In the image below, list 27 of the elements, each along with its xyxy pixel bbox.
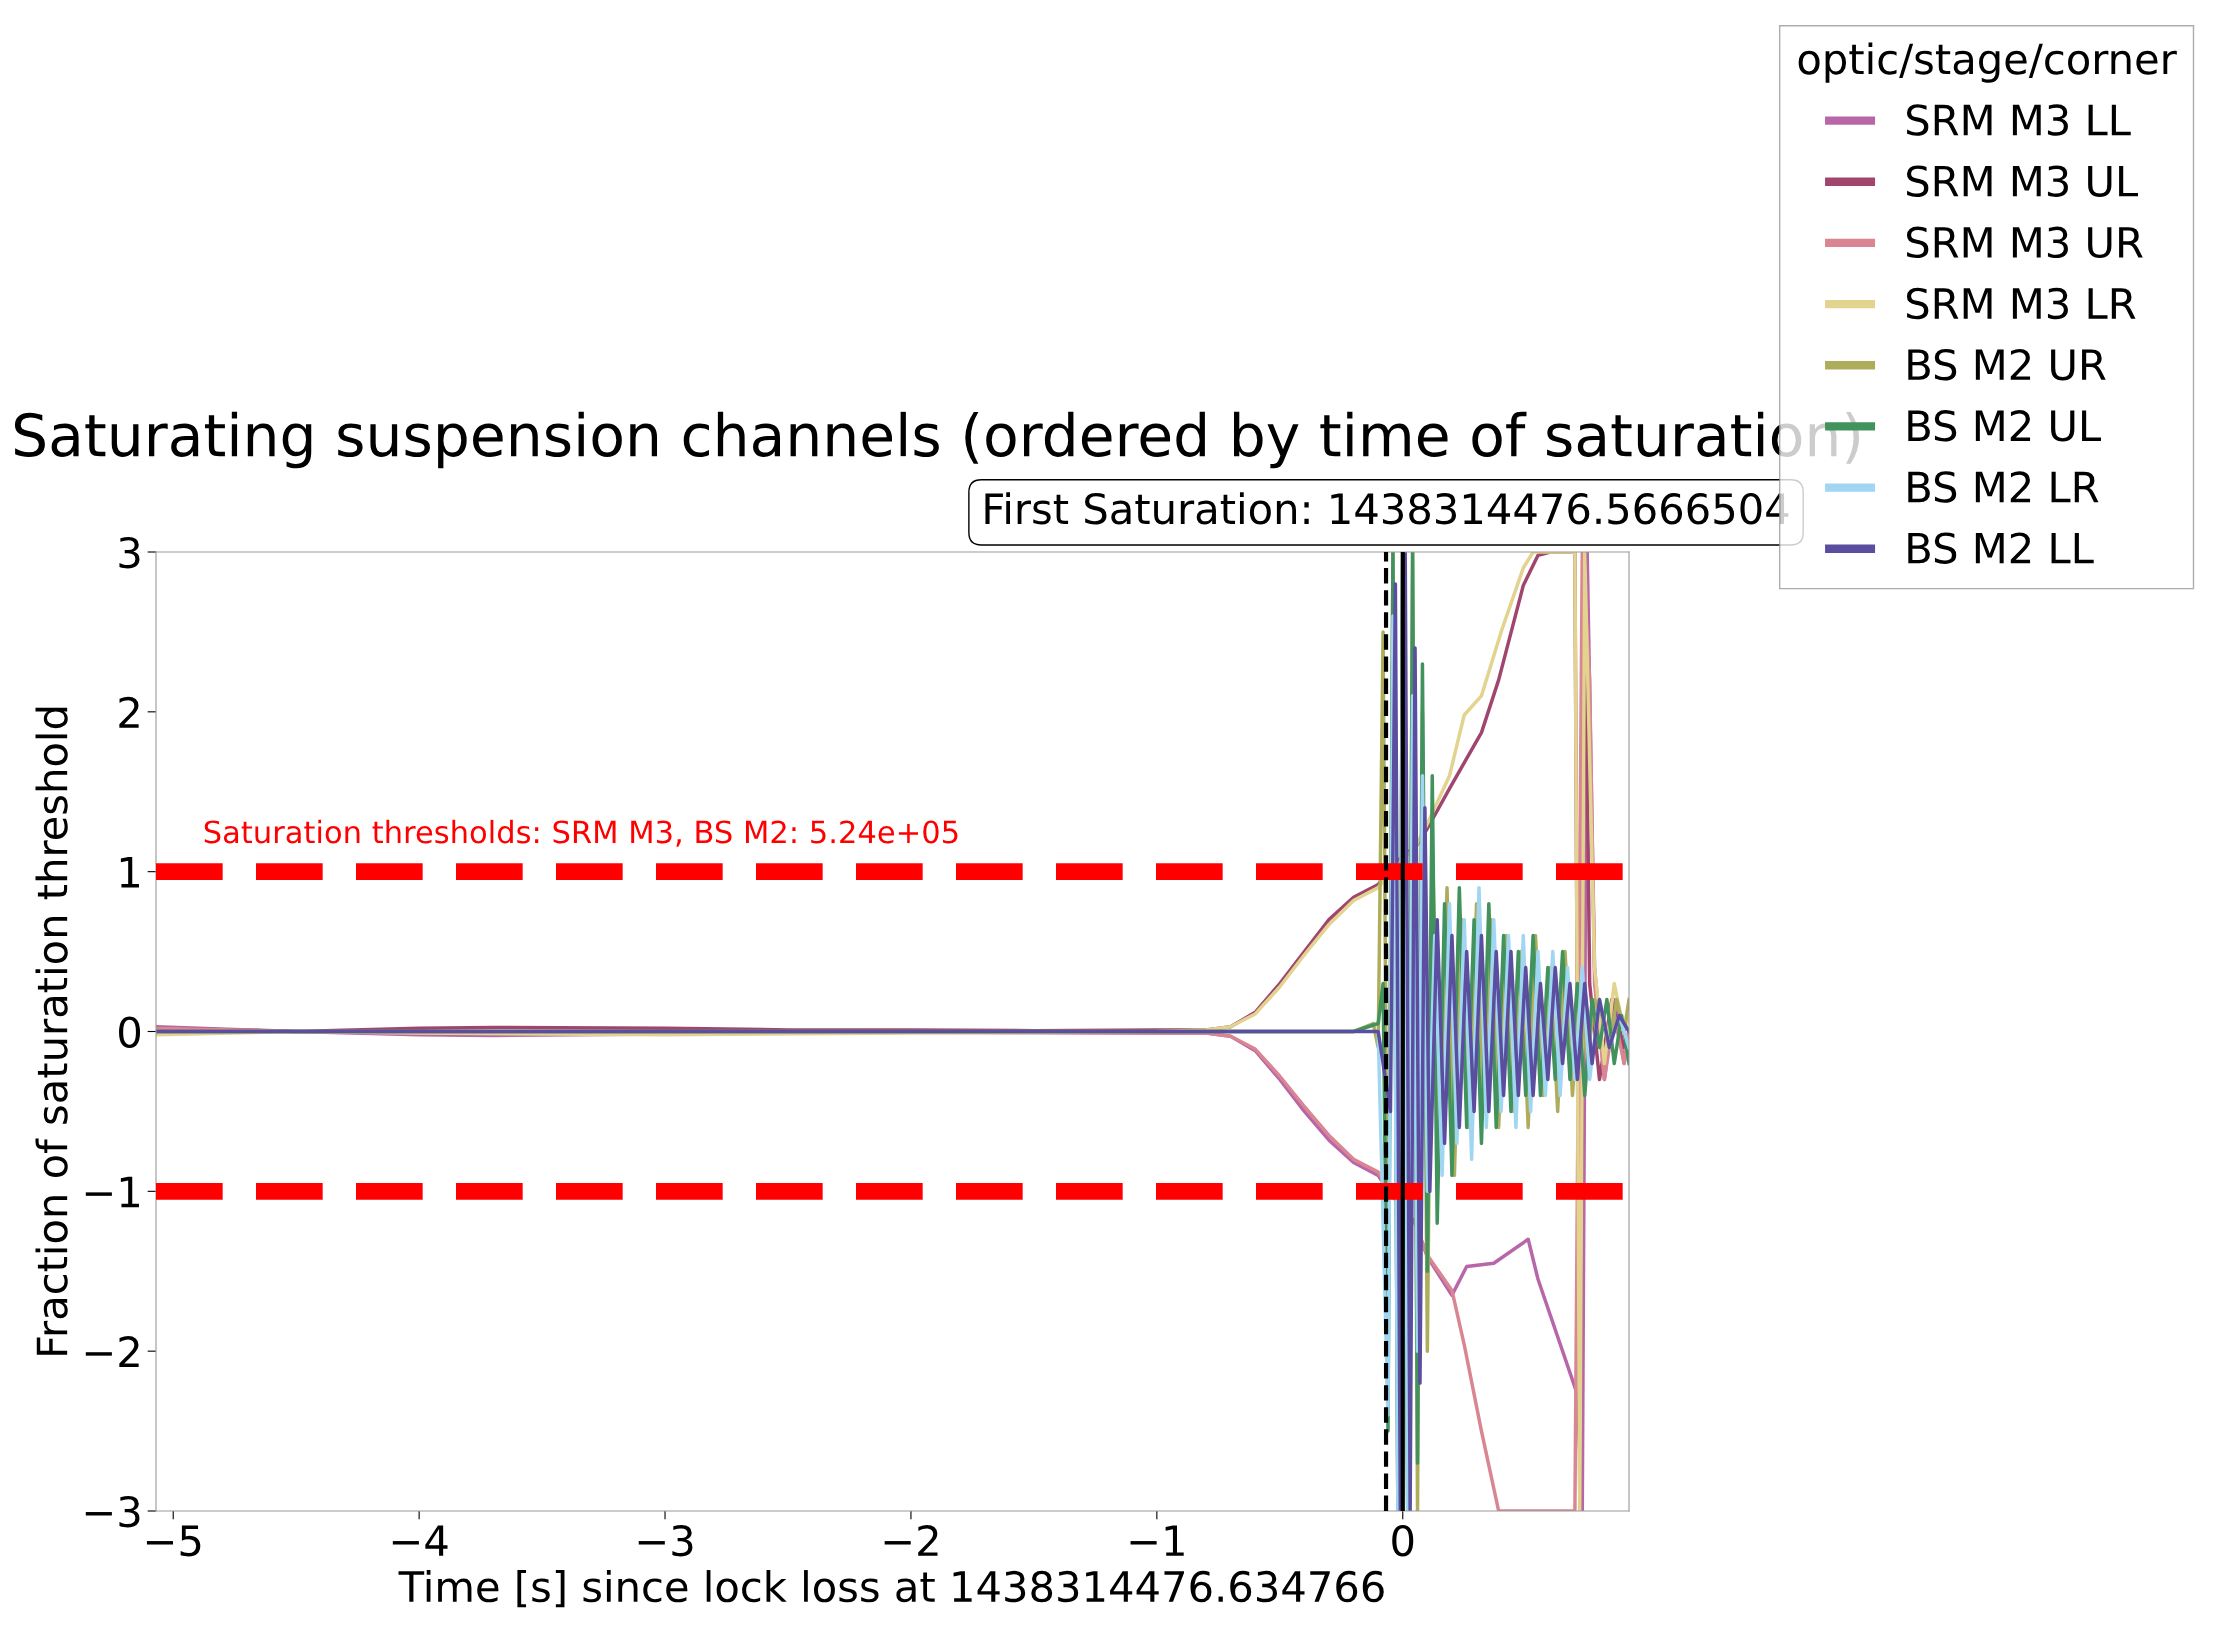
legend-label: SRM M3 LR bbox=[1906, 287, 2136, 320]
annotation: First Saturation: 1438314476.5666504 bbox=[985, 492, 1789, 525]
x-tick-label: −3 bbox=[638, 1524, 693, 1557]
legend-label: SRM M3 LL bbox=[1906, 104, 2131, 136]
annotation: Saturation thresholds: SRM M3, BS M2: 5.24e+05 bbox=[204, 819, 958, 847]
x-axis-title: Time [s] since lock loss at 1438314476.634766 bbox=[398, 1570, 1384, 1608]
legend-label: BS M2 LL bbox=[1908, 532, 2094, 564]
x-tick-label: −4 bbox=[392, 1525, 448, 1556]
legend-label: BS M2 UR bbox=[1908, 348, 2106, 381]
x-tick-label: −1 bbox=[1130, 1525, 1184, 1556]
legend-title: optic/stage/corner bbox=[1798, 42, 2177, 83]
y-tick-label: 2 bbox=[119, 696, 139, 728]
x-tick-label: 0 bbox=[1392, 1524, 1414, 1557]
x-tick-label: −2 bbox=[884, 1524, 938, 1556]
legend-label: SRM M3 UR bbox=[1906, 226, 2143, 259]
y-tick-label: −2 bbox=[85, 1336, 139, 1367]
y-tick-label: −1 bbox=[85, 1176, 139, 1208]
y-axis-title: Fraction of saturation threshold bbox=[35, 707, 68, 1355]
legend-label: SRM M3 UL bbox=[1906, 165, 2139, 197]
legend-label: BS M2 LR bbox=[1908, 471, 2099, 503]
y-tick-label: 0 bbox=[119, 1016, 141, 1048]
x-tick-label: −5 bbox=[146, 1525, 201, 1557]
y-tick-label: −3 bbox=[85, 1495, 140, 1528]
y-tick-label: 1 bbox=[120, 857, 139, 888]
chart-title: Saturating suspension channels (ordered by time of saturation) bbox=[14, 411, 1860, 469]
y-tick-label: 3 bbox=[119, 536, 140, 569]
legend-label: BS M2 UL bbox=[1908, 410, 2101, 442]
